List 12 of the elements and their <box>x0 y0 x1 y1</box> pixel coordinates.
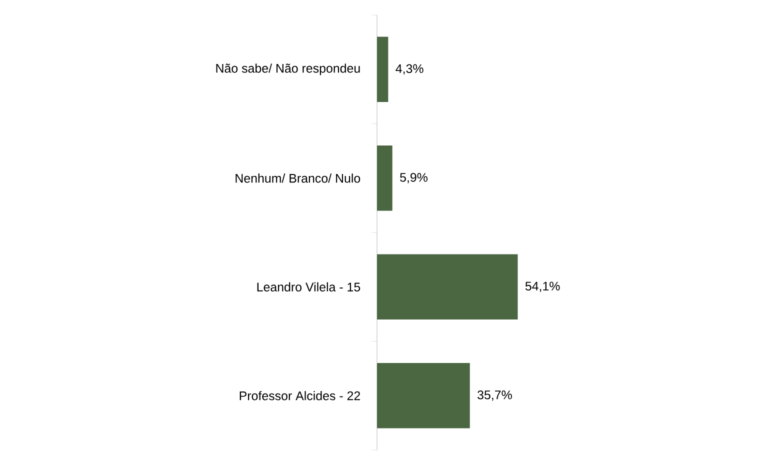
y-tick-label: Leandro Vilela - 15 <box>257 282 360 292</box>
y-tick-label: Nenhum/ Branco/ Nulo <box>236 174 360 183</box>
data-label: 4,3% <box>396 64 424 75</box>
data-label: 5,9% <box>400 172 428 184</box>
y-tick-label: Professor Alcides - 22 <box>240 391 360 400</box>
y-tick-label: Não sabe/ Não respondeu <box>216 64 360 76</box>
bar <box>377 36 388 102</box>
bar <box>377 254 518 320</box>
data-label: 35,7% <box>478 390 512 401</box>
data-label: 54,1% <box>525 282 560 292</box>
bar <box>377 146 392 211</box>
bar <box>377 363 470 428</box>
